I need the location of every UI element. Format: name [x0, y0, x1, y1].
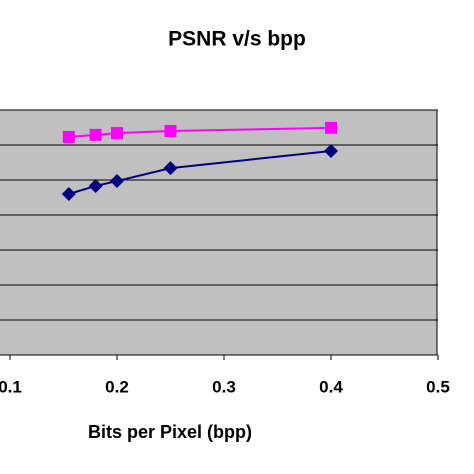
x-tick-label: 0.4: [319, 377, 343, 396]
x-tick-label: 0.2: [105, 377, 129, 396]
marker: [325, 121, 337, 134]
marker: [61, 187, 76, 201]
marker: [62, 130, 75, 143]
x-tick-label: 0.1: [0, 377, 22, 396]
marker: [110, 174, 124, 189]
marker: [164, 125, 177, 137]
x-tick-label: 0.3: [212, 377, 236, 396]
marker: [163, 161, 178, 176]
chart-title: PSNR v/s bpp: [168, 28, 306, 51]
plot-area: [0, 109, 438, 356]
marker: [89, 128, 102, 141]
marker: [88, 178, 103, 193]
x-axis-label: Bits per Pixel (bpp): [88, 422, 252, 442]
marker: [324, 143, 338, 158]
marker: [111, 127, 123, 140]
x-tick-label: 0.5: [426, 377, 450, 396]
